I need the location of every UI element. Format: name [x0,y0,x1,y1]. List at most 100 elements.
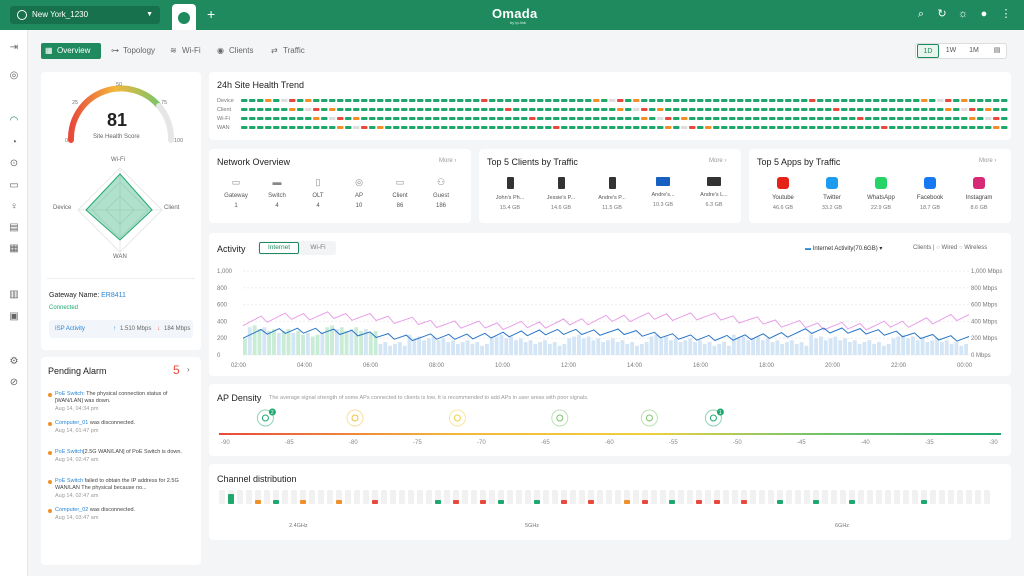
channel-bar[interactable] [642,490,648,504]
channel-bar[interactable] [327,490,333,504]
top-app-item[interactable]: Youtube 46.6 GB [761,177,805,211]
tools-icon[interactable]: ⊘ [9,377,19,388]
channel-bar[interactable] [345,490,351,504]
tab-internet[interactable]: Internet [259,242,299,254]
internet-activity-select[interactable]: ▬ Internet Activity(70.6GB) ▾ [805,246,883,252]
tab-overview[interactable]: ▦ Overview [41,43,101,59]
more-icon[interactable]: ⋮ [1000,8,1012,20]
channel-bar[interactable] [867,490,873,504]
network-item-switch[interactable]: ▬ Switch 4 [260,177,294,209]
export-icon[interactable]: ▤ [993,47,1001,54]
channel-bar[interactable] [381,490,387,504]
channel-bar[interactable] [543,490,549,504]
ap-marker[interactable]: 1 [704,408,724,427]
channel-bar[interactable] [264,490,270,504]
hotspot-icon[interactable]: ▣ [9,311,19,322]
channel-bar[interactable] [786,490,792,504]
alarm-link[interactable]: Computer_02 [55,507,89,513]
channel-bar[interactable] [651,490,657,504]
reports-icon[interactable]: ▦ [9,243,19,254]
channel-bar[interactable] [741,490,747,504]
tab-traffic[interactable]: ⇄ Traffic [267,43,313,59]
channel-bar[interactable] [966,490,972,504]
channel-bar[interactable] [939,490,945,504]
top-app-item[interactable]: WhatsApp 22.9 GB [859,177,903,211]
channel-bar[interactable] [318,490,324,504]
channel-bar[interactable] [471,490,477,504]
channel-bar[interactable] [687,490,693,504]
tab-site-view[interactable] [172,4,196,30]
top-app-item[interactable]: Twitter 33.2 GB [810,177,854,211]
channel-bar[interactable] [669,490,675,504]
channel-bar[interactable] [444,490,450,504]
channel-bar[interactable] [507,490,513,504]
top-client-item[interactable]: Andre's L... 6.3 GB [691,177,737,208]
channel-bar[interactable] [552,490,558,504]
alarm-link[interactable]: Computer_01 [55,420,89,426]
channel-bar[interactable] [831,490,837,504]
ap-marker[interactable] [448,409,466,427]
tab-clients[interactable]: ◉ Clients [213,43,261,59]
channel-bar[interactable] [561,490,567,504]
channel-bar[interactable] [696,490,702,504]
channel-bar[interactable] [597,490,603,504]
alarm-link[interactable]: PoE Switch [55,391,84,397]
channel-bar[interactable] [930,490,936,504]
range-1d[interactable]: 1D [917,44,939,58]
channel-bar[interactable] [426,490,432,504]
ap-marker[interactable] [551,409,569,427]
channel-bar[interactable] [228,490,234,504]
channel-bar[interactable] [723,490,729,504]
channel-bar[interactable] [732,490,738,504]
network-item-client[interactable]: ▭ Client 86 [383,177,417,209]
ap-marker[interactable]: 2 [256,408,276,427]
network-more-link[interactable]: More › [439,158,457,164]
channel-bar[interactable] [237,490,243,504]
channel-bar[interactable] [876,490,882,504]
channel-bar[interactable] [606,490,612,504]
channel-bar[interactable] [948,490,954,504]
channel-bar[interactable] [957,490,963,504]
ap-marker[interactable] [346,409,364,427]
avatar-icon[interactable]: ● [980,8,988,20]
channel-bar[interactable] [525,490,531,504]
channel-bar[interactable] [399,490,405,504]
channel-bar[interactable] [579,490,585,504]
range-1m[interactable]: 1M [969,47,979,54]
insights-icon[interactable]: ♀ [10,201,18,212]
channel-bar[interactable] [633,490,639,504]
statistics-icon[interactable]: ◔ [10,137,18,148]
channel-bar[interactable] [408,490,414,504]
channel-bar[interactable] [498,490,504,504]
top-client-item[interactable]: Andre's P... 11.5 GB [589,177,635,211]
channel-bar[interactable] [975,490,981,504]
channel-bar[interactable] [489,490,495,504]
channel-bar[interactable] [903,490,909,504]
top-client-item[interactable]: Jessie's P... 14.6 GB [538,177,584,211]
channel-bar[interactable] [777,490,783,504]
dashboard-icon[interactable]: ◠ [9,115,19,126]
channel-bar[interactable] [750,490,756,504]
channel-bar[interactable] [822,490,828,504]
devices-icon[interactable]: ⊙ [9,158,19,169]
gateway-name[interactable]: ER8411 [101,292,126,299]
network-item-ap[interactable]: ◎ AP 10 [342,177,376,209]
top-app-item[interactable]: Instagram 8.6 GB [957,177,1001,211]
channel-bar[interactable] [570,490,576,504]
channel-bar[interactable] [624,490,630,504]
channel-bar[interactable] [660,490,666,504]
top-app-item[interactable]: Facebook 18.7 GB [908,177,952,211]
channel-bar[interactable] [282,490,288,504]
channel-bar[interactable] [984,490,990,504]
channel-bar[interactable] [921,490,927,504]
chevron-right-icon[interactable]: › [187,365,190,374]
logs-icon[interactable]: ▤ [9,222,19,233]
channel-bar[interactable] [516,490,522,504]
channel-bar[interactable] [813,490,819,504]
channel-bar[interactable] [291,490,297,504]
channel-bar[interactable] [462,490,468,504]
ap-marker[interactable] [640,409,658,427]
channel-bar[interactable] [705,490,711,504]
refresh-icon[interactable]: ↻ [937,8,947,20]
channel-bar[interactable] [678,490,684,504]
